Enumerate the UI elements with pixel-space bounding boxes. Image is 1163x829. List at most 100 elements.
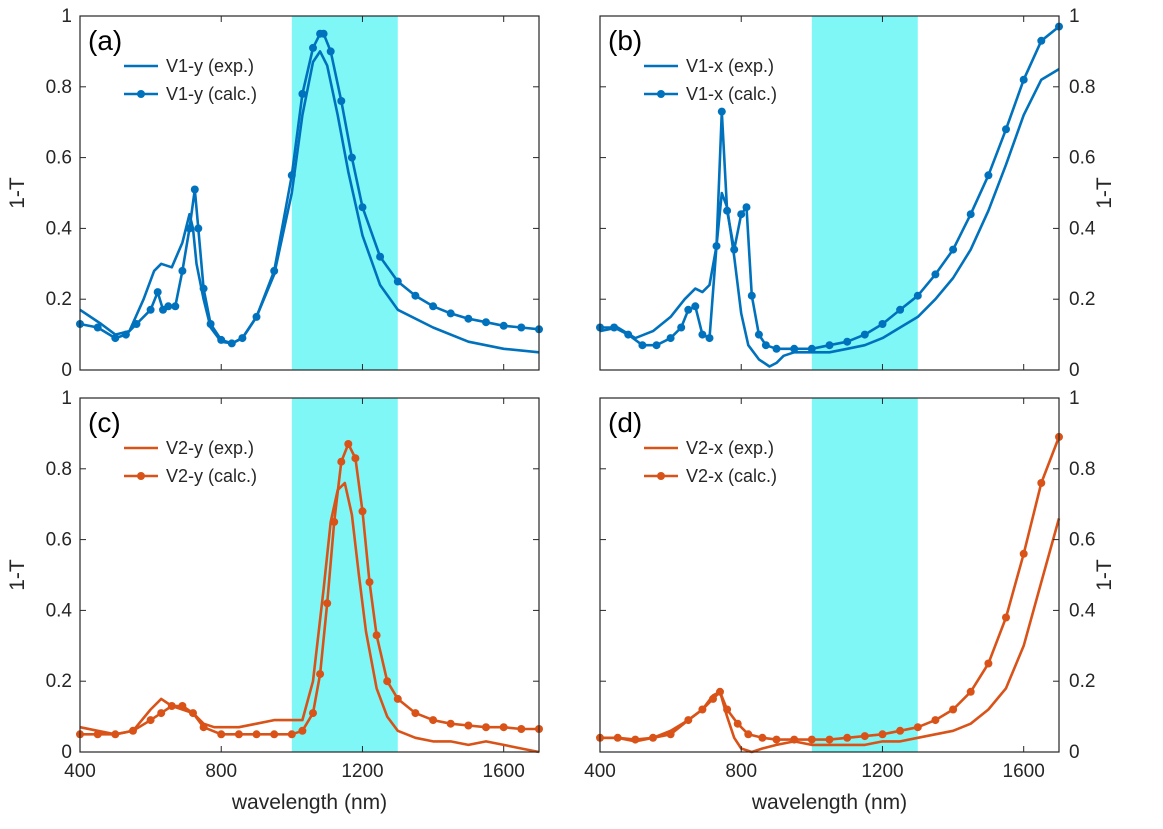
data-point [684, 305, 693, 314]
data-point [790, 344, 799, 353]
data-point [393, 277, 402, 286]
data-point [1002, 125, 1010, 134]
data-point [464, 314, 473, 323]
y-axis-title: 1-T [6, 177, 29, 209]
data-point [347, 153, 356, 162]
data-point [337, 457, 346, 466]
x-axis-title: wavelength (nm) [231, 791, 387, 814]
data-point [772, 735, 781, 744]
y-tick-label: 0.8 [1069, 77, 1095, 98]
data-point [742, 203, 751, 212]
data-point [807, 735, 816, 744]
data-point [712, 242, 721, 251]
legend-label: V1-y (calc.) [166, 84, 257, 104]
data-point [896, 305, 905, 314]
data-point [411, 709, 420, 718]
data-point [270, 730, 279, 739]
data-point [199, 284, 208, 293]
data-point [677, 323, 686, 332]
data-point [146, 716, 155, 725]
axes-frame [599, 397, 1060, 753]
y-axis-title: 1-T [6, 559, 29, 591]
data-point [716, 687, 724, 696]
y-tick-label: 0.6 [46, 530, 72, 551]
data-point [843, 733, 852, 742]
x-tick-label: 400 [64, 761, 96, 782]
data-point [164, 302, 173, 311]
y-tick-label: 0.6 [1069, 148, 1095, 169]
data-point [896, 726, 905, 735]
data-point [270, 266, 279, 275]
data-point [949, 705, 958, 714]
legend-marker [137, 90, 145, 98]
legend-label: V1-y (exp.) [166, 56, 254, 76]
data-point [171, 302, 180, 311]
data-point [383, 677, 392, 686]
data-point [287, 730, 296, 739]
data-point [93, 730, 102, 739]
data-point [613, 733, 622, 742]
data-point [723, 705, 732, 714]
x-axis-title: wavelength (nm) [751, 791, 907, 814]
data-point [464, 721, 473, 730]
data-point [358, 507, 367, 516]
data-point [610, 323, 619, 332]
data-point [189, 709, 197, 718]
x-tick-label: 1600 [1003, 761, 1045, 782]
y-tick-label: 0 [61, 742, 72, 763]
data-point [913, 291, 922, 300]
y-tick-label: 0 [1069, 742, 1080, 763]
data-point [482, 723, 490, 732]
data-point [709, 694, 717, 703]
data-point [517, 323, 526, 332]
legend-marker [657, 472, 665, 480]
y-tick-label: 0.8 [46, 459, 72, 480]
data-point [446, 719, 455, 728]
data-point [758, 733, 767, 742]
data-point [298, 89, 307, 98]
data-point [376, 252, 385, 261]
x-tick-label: 800 [725, 761, 757, 782]
x-tick-label: 1200 [861, 761, 903, 782]
data-point [93, 323, 102, 332]
y-tick-label: 1 [1069, 388, 1080, 409]
y-tick-label: 0.2 [46, 289, 72, 310]
data-point [652, 341, 661, 350]
data-point [966, 210, 975, 219]
data-point [517, 725, 526, 733]
data-point [825, 735, 834, 744]
data-point [323, 599, 332, 608]
data-point [698, 330, 707, 339]
y-tick-label: 0.2 [1069, 289, 1095, 310]
data-point [1037, 36, 1046, 45]
data-point [878, 320, 887, 328]
data-point [878, 730, 887, 739]
panel-label: (c) [88, 407, 121, 438]
data-point [772, 344, 781, 353]
y-tick-label: 0.6 [1069, 530, 1095, 551]
y-tick-label: 0 [1069, 360, 1080, 381]
data-point [337, 97, 346, 105]
data-point [287, 171, 296, 180]
axes-frame [79, 397, 540, 753]
data-point [649, 733, 657, 742]
data-point [344, 440, 353, 448]
data-point [638, 341, 647, 350]
axes-frame [599, 15, 1060, 371]
data-point [309, 43, 317, 52]
x-tick-label: 1200 [341, 761, 383, 782]
y-tick-label: 0 [61, 360, 72, 381]
data-point [238, 334, 247, 343]
data-point [393, 694, 402, 703]
data-point [691, 302, 700, 311]
y-tick-label: 0.8 [46, 77, 72, 98]
y-axis-title: 1-T [1093, 559, 1116, 591]
data-point [146, 305, 155, 314]
data-point [319, 29, 328, 38]
legend-label: V1-x (calc.) [686, 84, 777, 104]
data-point [737, 210, 746, 219]
data-point [178, 702, 187, 710]
data-point [309, 709, 317, 718]
data-point [132, 320, 141, 328]
data-point [227, 339, 236, 348]
